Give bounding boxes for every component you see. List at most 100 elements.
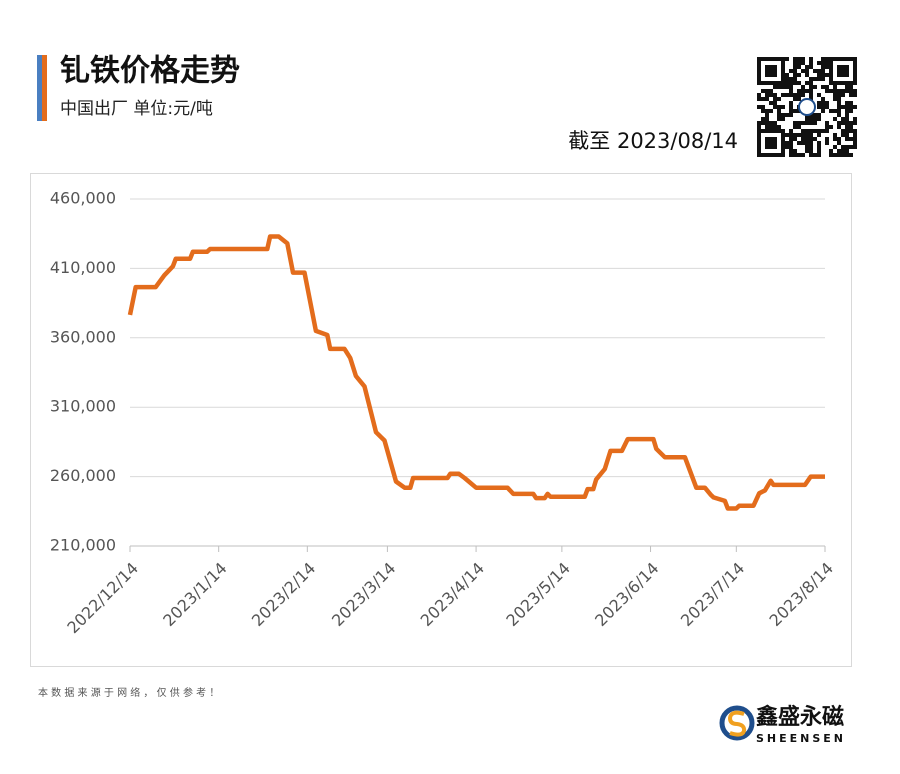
qr-cell — [825, 89, 829, 93]
qr-cell — [805, 69, 809, 73]
qr-cell — [805, 81, 809, 85]
qr-cell — [793, 57, 797, 61]
qr-cell — [817, 141, 821, 145]
qr-cell — [773, 73, 777, 77]
qr-cell — [789, 101, 793, 105]
qr-cell — [773, 97, 777, 101]
qr-cell — [801, 89, 805, 93]
qr-cell — [841, 149, 845, 153]
qr-cell — [813, 117, 817, 121]
qr-cell — [773, 121, 777, 125]
qr-cell — [781, 145, 785, 149]
qr-cell — [845, 89, 849, 93]
qr-cell — [829, 77, 833, 81]
qr-cell — [833, 145, 837, 149]
qr-cell — [801, 133, 805, 137]
qr-cell — [757, 149, 761, 153]
qr-cell — [809, 93, 813, 97]
qr-cell — [781, 81, 785, 85]
qr-cell — [781, 133, 785, 137]
qr-cell — [769, 153, 773, 157]
qr-cell — [777, 97, 781, 101]
qr-cell — [805, 137, 809, 141]
qr-cell — [829, 89, 833, 93]
qr-cell — [797, 89, 801, 93]
qr-cell — [781, 77, 785, 81]
qr-cell — [817, 93, 821, 97]
qr-cell — [765, 89, 769, 93]
qr-cell — [793, 137, 797, 141]
qr-cell — [789, 133, 793, 137]
qr-cell — [829, 153, 833, 157]
qr-cell — [801, 69, 805, 73]
qr-cell — [793, 69, 797, 73]
qr-cell — [773, 105, 777, 109]
qr-cell — [821, 65, 825, 69]
qr-cell — [793, 77, 797, 81]
qr-cell — [825, 61, 829, 65]
qr-cell — [833, 133, 837, 137]
qr-cell — [817, 153, 821, 157]
qr-cell — [837, 153, 841, 157]
qr-cell — [837, 113, 841, 117]
qr-cell — [785, 113, 789, 117]
qr-cell — [813, 77, 817, 81]
qr-cell — [813, 137, 817, 141]
qr-cell — [797, 153, 801, 157]
qr-cell — [769, 125, 773, 129]
qr-cell — [793, 109, 797, 113]
qr-cell — [845, 117, 849, 121]
qr-cell — [789, 77, 793, 81]
qr-cell — [845, 65, 849, 69]
qr-cell — [789, 69, 793, 73]
qr-cell — [853, 141, 857, 145]
qr-cell — [785, 141, 789, 145]
y-tick-label: 360,000 — [50, 327, 116, 346]
qr-cell — [837, 137, 841, 141]
qr-cell — [765, 117, 769, 121]
qr-cell — [777, 57, 781, 61]
qr-code — [757, 57, 857, 157]
as-of-date: 截至 2023/08/14 — [568, 129, 738, 153]
qr-cell — [849, 93, 853, 97]
qr-cell — [781, 153, 785, 157]
qr-cell — [809, 81, 813, 85]
qr-cell — [765, 57, 769, 61]
qr-cell — [809, 129, 813, 133]
qr-cell — [837, 65, 841, 69]
x-tick-label: 2023/2/14 — [248, 559, 319, 630]
qr-cell — [809, 149, 813, 153]
qr-cell — [769, 141, 773, 145]
qr-cell — [801, 129, 805, 133]
qr-cell — [837, 149, 841, 153]
qr-cell — [793, 93, 797, 97]
qr-cell — [757, 97, 761, 101]
qr-cell — [777, 113, 781, 117]
qr-cell — [761, 121, 765, 125]
qr-cell — [853, 133, 857, 137]
qr-cell — [841, 129, 845, 133]
x-tick-label: 2023/5/14 — [502, 559, 573, 630]
qr-cell — [849, 153, 853, 157]
qr-cell — [773, 141, 777, 145]
logo-s — [727, 710, 747, 737]
qr-cell — [757, 105, 761, 109]
qr-cell — [837, 73, 841, 77]
qr-cell — [817, 101, 821, 105]
qr-cell — [757, 77, 761, 81]
qr-cell — [761, 97, 765, 101]
qr-cell — [821, 77, 825, 81]
qr-cell — [825, 129, 829, 133]
qr-cell — [809, 137, 813, 141]
qr-cell — [797, 125, 801, 129]
qr-cell — [833, 93, 837, 97]
qr-cell — [789, 105, 793, 109]
qr-cell — [825, 125, 829, 129]
qr-cell — [845, 153, 849, 157]
qr-cell — [781, 113, 785, 117]
qr-cell — [773, 125, 777, 129]
qr-cell — [773, 69, 777, 73]
qr-cell — [809, 57, 813, 61]
qr-cell — [813, 121, 817, 125]
qr-cell — [837, 69, 841, 73]
